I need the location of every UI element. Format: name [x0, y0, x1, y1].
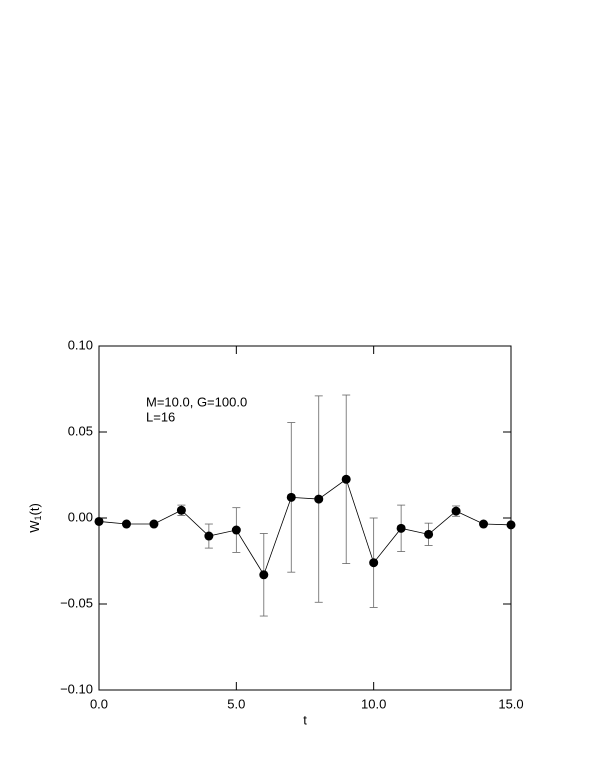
y-label-sub: 1 [33, 515, 43, 520]
x-tick-label: 0.0 [90, 696, 108, 711]
y-tick-label: 0.05 [68, 423, 93, 438]
x-tick-label: 10.0 [361, 696, 386, 711]
data-point [121, 519, 131, 529]
data-point [259, 570, 269, 580]
y-label-main: W [27, 520, 42, 533]
data-point [451, 506, 461, 516]
x-tick-label: 5.0 [227, 696, 245, 711]
data-point [231, 525, 241, 535]
data-point [341, 474, 351, 484]
data-point [506, 520, 516, 530]
data-point [149, 519, 159, 529]
annotation: M=10.0, G=100.0 [146, 394, 247, 409]
y-tick-label: 0.10 [68, 337, 93, 352]
data-point [94, 516, 104, 526]
data-point [176, 505, 186, 515]
data-point [314, 494, 324, 504]
y-label-suffix: (t) [27, 503, 42, 515]
data-line [98, 478, 512, 576]
y-axis-label: W1(t) [27, 503, 43, 533]
x-axis-label: t [303, 712, 307, 727]
data-point [204, 531, 214, 541]
y-tick-label: −0.10 [60, 681, 93, 696]
y-tick-label: −0.05 [60, 595, 93, 610]
x-tick-label: 15.0 [498, 696, 523, 711]
data-point [286, 492, 296, 502]
data-point [424, 529, 434, 539]
data-point [369, 558, 379, 568]
annotation: L=16 [146, 409, 175, 424]
data-point [396, 523, 406, 533]
y-tick-label: 0.00 [68, 509, 93, 524]
data-point [479, 519, 489, 529]
